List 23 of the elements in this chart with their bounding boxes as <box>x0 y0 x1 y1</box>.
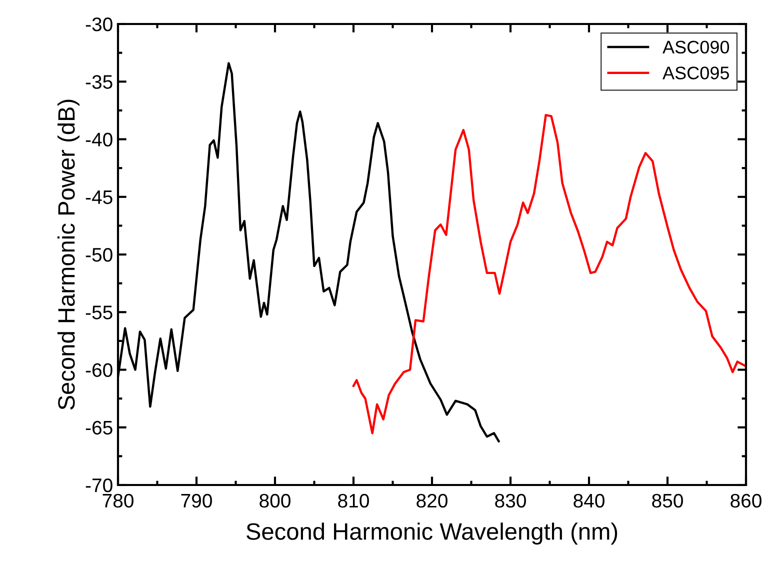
line-series <box>352 114 746 434</box>
x-tick-label: 840 <box>574 494 604 508</box>
legend-label: ASC095 <box>662 66 729 80</box>
x-axis-title: Second Harmonic Wavelength (nm) <box>246 522 618 545</box>
y-tick-label: -55 <box>86 306 112 320</box>
x-tick-label: 810 <box>338 494 369 508</box>
y-tick-label: -50 <box>86 248 112 262</box>
x-tick-label: 830 <box>495 494 526 508</box>
x-tick-label: 800 <box>260 494 290 508</box>
legend-label: ASC090 <box>662 40 730 54</box>
y-axis-title: Second Harmonic Power (dB) <box>57 100 80 410</box>
y-tick-label: -35 <box>86 75 112 89</box>
x-tick-label: 820 <box>416 494 448 508</box>
y-tick-label: -40 <box>86 132 112 146</box>
y-tick-label: -30 <box>86 17 112 32</box>
y-tick-label: -45 <box>86 190 112 204</box>
x-tick-label: 860 <box>730 494 762 508</box>
y-tick-label: -60 <box>86 363 112 377</box>
x-tick-label: 780 <box>102 494 134 508</box>
x-tick-label: 790 <box>181 494 212 508</box>
x-tick-label: 850 <box>652 494 683 508</box>
y-tick-label: -70 <box>86 478 112 492</box>
y-tick-label: -65 <box>86 420 112 435</box>
